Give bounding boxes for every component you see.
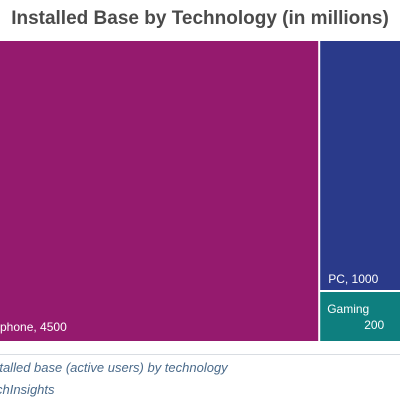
treemap-label-pc: PC, 1000 bbox=[328, 272, 378, 286]
chart-source: TechInsights bbox=[0, 382, 55, 397]
treemap-tile-gaming bbox=[320, 292, 400, 341]
chart-caption: Installed base (active users) by technol… bbox=[0, 360, 228, 375]
treemap-label-gaming: Gaming 200 bbox=[327, 302, 384, 332]
chart-title: Installed Base by Technology (in million… bbox=[11, 8, 389, 29]
treemap-tile-smartphone bbox=[0, 41, 319, 341]
treemap-label-smartphone: Smartphone, 4500 bbox=[0, 320, 67, 334]
treemap-tile-pc bbox=[320, 41, 400, 290]
footer-divider bbox=[0, 354, 400, 355]
